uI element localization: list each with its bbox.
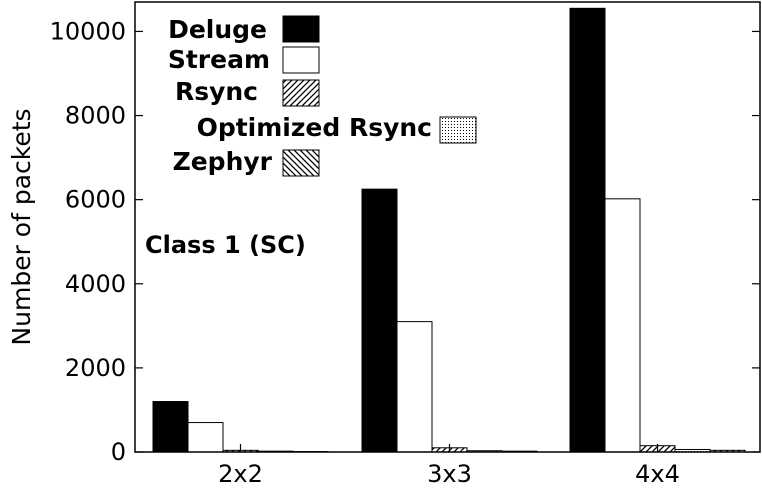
y-tick-label-8000: 8000 (65, 102, 126, 130)
bar-stream-3x3 (396, 321, 433, 453)
chart-annotation: Class 1 (SC) (145, 231, 306, 259)
legend-label-zephyr: Zephyr (173, 147, 273, 176)
x-tick-label-3x3: 3x3 (427, 460, 472, 488)
y-tick-label-10000: 10000 (50, 17, 126, 45)
plot-frame (134, 1, 761, 453)
legend-label-stream: Stream (168, 45, 270, 74)
y-tick-label-4000: 4000 (65, 270, 126, 298)
legend-label-deluge: Deluge (168, 15, 267, 44)
y-tick-label-0: 0 (111, 438, 126, 466)
x-axis-ticks: 2x2 3x3 4x4 (218, 444, 680, 488)
x-tick-label-2x2: 2x2 (218, 460, 263, 488)
bar-stream-2x2 (187, 422, 224, 453)
legend-swatch-optimized-rsync (439, 116, 477, 144)
bars-group (152, 7, 746, 453)
y-tick-label-2000: 2000 (65, 354, 126, 382)
bar-deluge-3x3 (361, 188, 398, 453)
y-axis-ticks: 0 2000 4000 6000 8000 10000 (50, 17, 760, 466)
legend-swatch-stream (282, 46, 320, 74)
legend-swatch-deluge (282, 15, 320, 43)
bar-stream-4x4 (604, 198, 641, 453)
legend-label-optimized-rsync: Optimized Rsync (197, 113, 432, 142)
bar-deluge-2x2 (152, 401, 189, 453)
legend-swatch-zephyr (282, 149, 320, 177)
bar-deluge-4x4 (569, 7, 606, 453)
y-tick-label-6000: 6000 (65, 186, 126, 214)
x-tick-label-4x4: 4x4 (635, 460, 680, 488)
legend-label-rsync: Rsync (175, 77, 258, 106)
y-axis-label: Number of packets (7, 108, 36, 345)
legend-swatch-rsync (282, 79, 320, 107)
